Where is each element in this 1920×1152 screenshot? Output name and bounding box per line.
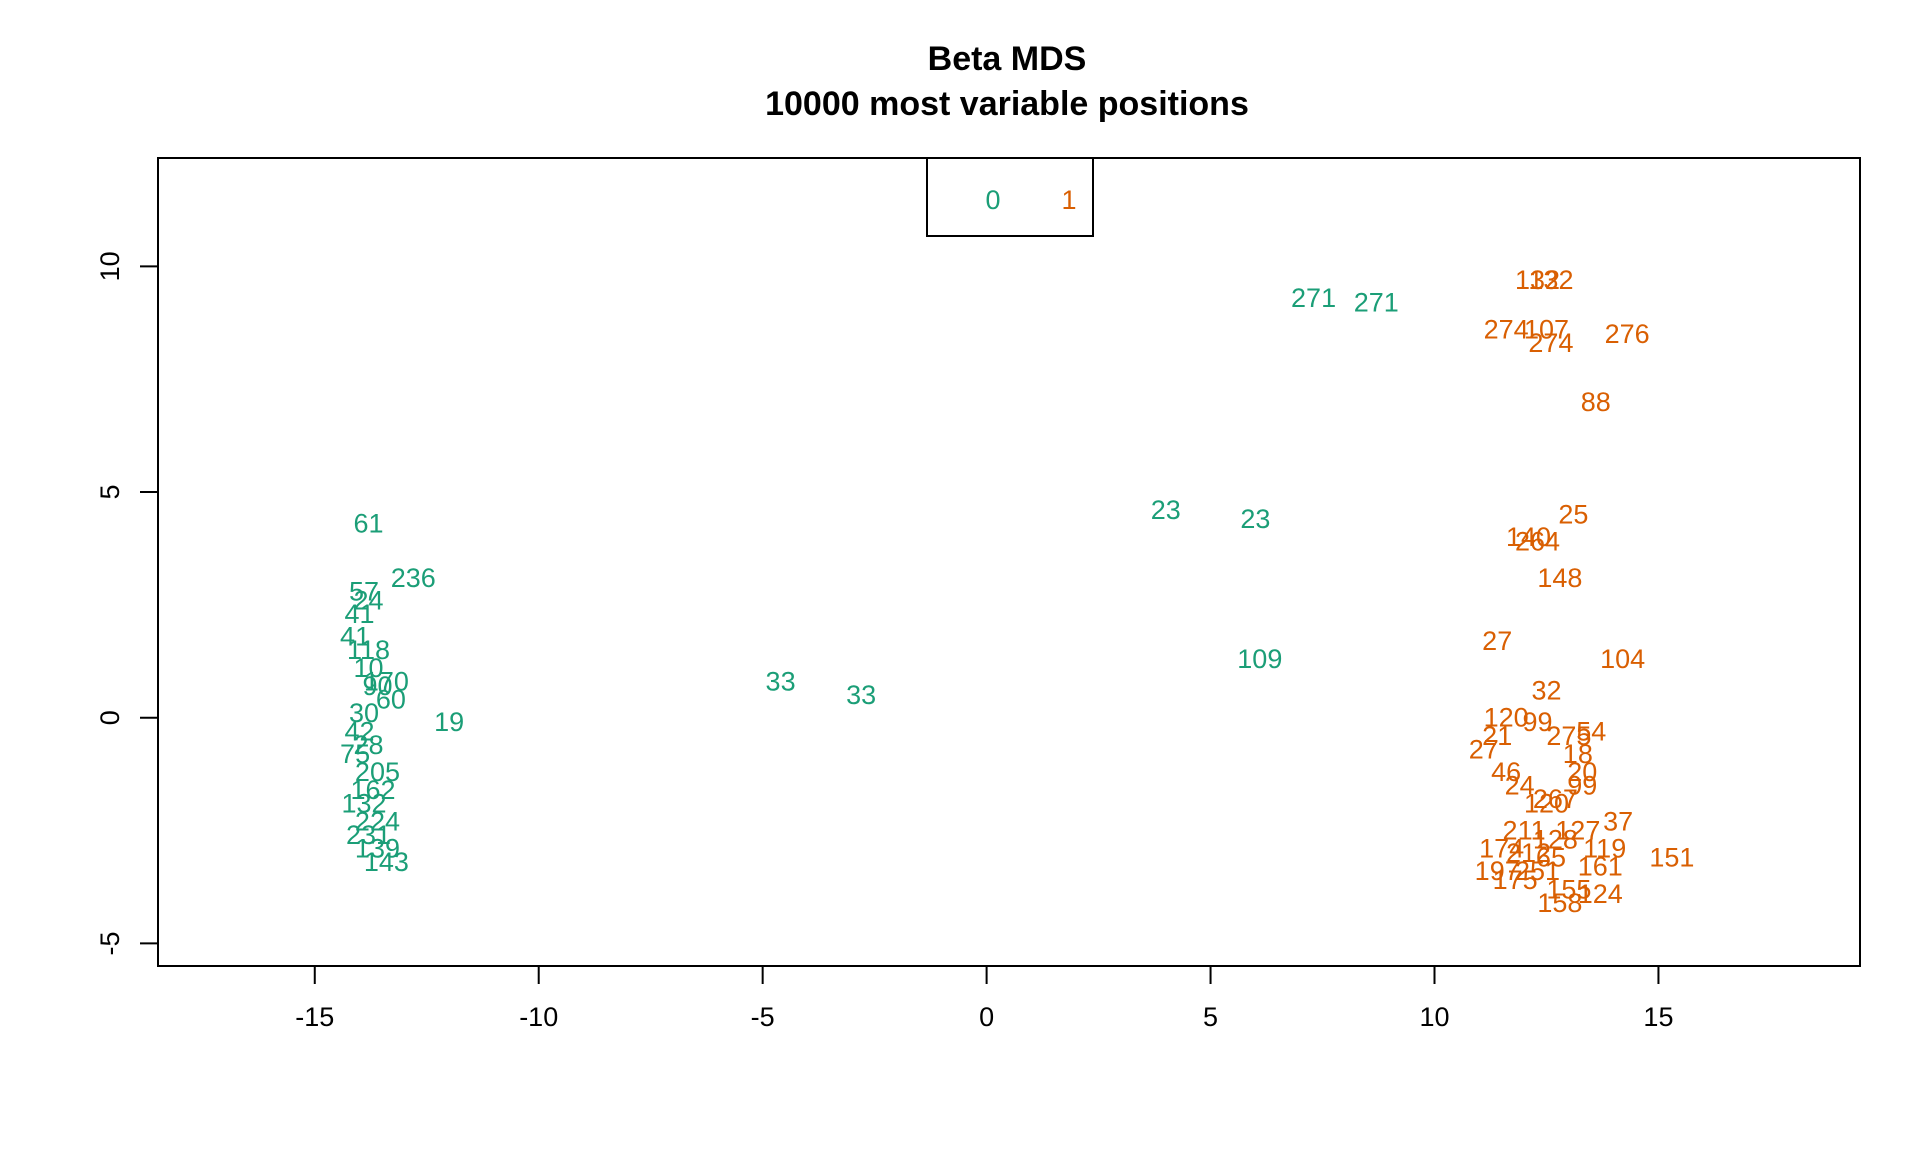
data-point-label: 23: [1151, 495, 1181, 525]
data-point-label: 174: [1479, 834, 1524, 864]
points-layer: 6123657244141118109017060304228751920516…: [340, 265, 1694, 918]
data-point-label: 132: [342, 788, 387, 818]
data-point-label: 32: [1531, 676, 1561, 706]
x-tick-label: 10: [1419, 1002, 1449, 1032]
data-point-label: 124: [1578, 879, 1623, 909]
data-point-label: 267: [1533, 784, 1578, 814]
x-tick-label: -10: [519, 1002, 558, 1032]
x-axis: -15 -10 -5 0 5 10 15: [295, 965, 1673, 1032]
data-point-label: 21: [1482, 721, 1512, 751]
data-point-label: 33: [846, 680, 876, 710]
data-point-label: 65: [1536, 843, 1566, 873]
data-point-label: 264: [1515, 527, 1560, 557]
data-point-label: 276: [1605, 319, 1650, 349]
data-point-label: 25: [1558, 500, 1588, 530]
data-point-label: 120: [1524, 788, 1569, 818]
data-point-label: 170: [364, 667, 409, 697]
data-point-label: 120: [1484, 703, 1529, 733]
data-point-label: 37: [1603, 807, 1633, 837]
data-point-label: 162: [350, 775, 395, 805]
legend-entry-0: 0: [985, 185, 1000, 215]
data-point-label: 61: [353, 509, 383, 539]
data-point-label: 271: [1291, 283, 1336, 313]
chart-title: Beta MDS: [928, 40, 1087, 78]
legend-entry-1: 1: [1061, 185, 1076, 215]
data-point-label: 212: [1506, 838, 1551, 868]
data-point-label: 140: [1506, 522, 1551, 552]
data-point-label: 139: [355, 834, 400, 864]
data-point-label: 104: [1600, 644, 1645, 674]
data-point-label: 99: [1567, 770, 1597, 800]
data-point-label: 90: [362, 671, 392, 701]
data-point-label: 23: [1240, 504, 1270, 534]
data-point-label: 41: [345, 599, 375, 629]
data-point-label: 27: [1469, 734, 1499, 764]
data-point-label: 20: [1567, 757, 1597, 787]
data-point-label: 274: [1528, 328, 1573, 358]
data-point-label: 57: [349, 576, 379, 606]
data-point-label: 155: [1546, 874, 1591, 904]
data-point-label: 132: [1515, 265, 1560, 295]
data-point-label: 143: [364, 847, 409, 877]
data-point-label: 175: [1493, 865, 1538, 895]
data-point-label: 197: [1475, 856, 1520, 886]
data-point-label: 132: [1528, 265, 1573, 295]
data-point-label: 27: [1482, 626, 1512, 656]
data-point-label: 54: [1576, 716, 1606, 746]
data-point-label: 205: [355, 757, 400, 787]
data-point-label: 158: [1537, 888, 1582, 918]
data-point-label: 119: [1583, 834, 1626, 864]
data-point-label: 161: [1578, 852, 1623, 882]
data-point-label: 24: [353, 585, 383, 615]
legend: 0 1: [926, 157, 1094, 237]
data-point-label: 128: [1533, 825, 1578, 855]
data-point-label: 127: [1555, 816, 1600, 846]
data-point-label: 42: [345, 716, 375, 746]
data-point-label: 236: [391, 563, 436, 593]
x-tick-label: -5: [751, 1002, 775, 1032]
y-tick-label: 10: [95, 251, 125, 281]
y-tick-label: -5: [95, 931, 125, 955]
data-point-label: 109: [1237, 644, 1282, 674]
data-point-label: 24: [1505, 770, 1535, 800]
data-point-label: 28: [353, 730, 383, 760]
x-tick-label: 0: [979, 1002, 994, 1032]
data-point-label: 231: [346, 820, 391, 850]
legend-box: [926, 157, 1094, 237]
x-tick-label: 15: [1643, 1002, 1673, 1032]
data-point-label: 18: [1563, 739, 1593, 769]
data-point-label: 19: [434, 707, 464, 737]
data-point-label: 107: [1524, 315, 1569, 345]
data-point-label: 88: [1581, 387, 1611, 417]
data-point-label: 274: [1484, 315, 1529, 345]
data-point-label: 33: [766, 667, 796, 697]
data-point-label: 151: [1649, 843, 1694, 873]
x-tick-label: -15: [295, 1002, 334, 1032]
chart-subtitle: 10000 most variable positions: [765, 85, 1249, 123]
data-point-label: 46: [1491, 757, 1521, 787]
y-tick-label: 5: [95, 485, 125, 500]
data-point-label: 41: [340, 621, 370, 651]
series-0: 6123657244141118109017060304228751920516…: [340, 283, 1399, 877]
data-point-label: 118: [347, 635, 390, 665]
data-point-label: 251: [1515, 856, 1560, 886]
y-tick-label: 0: [95, 710, 125, 725]
data-point-label: 211: [1503, 816, 1546, 846]
data-point-label: 30: [349, 698, 379, 728]
data-point-label: 75: [340, 739, 370, 769]
data-point-label: 99: [1522, 707, 1552, 737]
data-point-label: 224: [355, 807, 400, 837]
data-point-label: 60: [376, 685, 406, 715]
y-axis: -5 0 5 10: [95, 251, 159, 955]
data-point-label: 148: [1537, 563, 1582, 593]
x-tick-label: 5: [1203, 1002, 1218, 1032]
data-point-label: 275: [1546, 721, 1591, 751]
data-point-label: 271: [1354, 287, 1399, 317]
data-point-label: 10: [353, 653, 383, 683]
